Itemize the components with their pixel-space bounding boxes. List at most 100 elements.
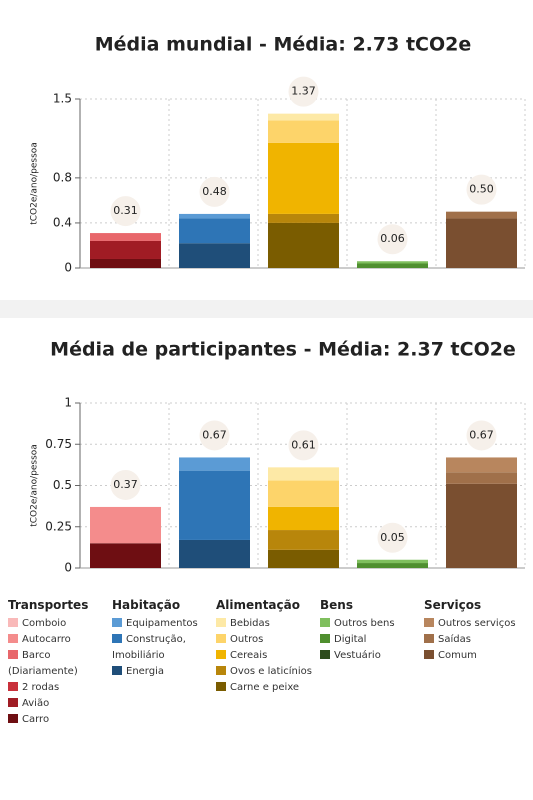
legend-label: Outros serviços (438, 618, 516, 629)
legend-item: Energia (112, 664, 216, 680)
legend-swatch (424, 650, 434, 659)
chart-title: Média de participantes - Média: 2.37 tCO… (50, 339, 516, 361)
y-axis-label: tCO2e/ano/pessoa (30, 142, 40, 225)
legend-label: Bebidas (230, 618, 270, 629)
y-tick-label: 0 (64, 261, 72, 275)
y-tick-label: 0.75 (45, 437, 72, 451)
legend-label: Vestuário (334, 650, 381, 661)
legend-swatch (320, 634, 330, 643)
legend-item: Comboio (8, 616, 112, 632)
legend-group: Habitação Equipamentos Construção, Imobili… (112, 598, 216, 728)
bar-segment (179, 218, 250, 244)
bar-segment (357, 261, 428, 264)
y-tick-label: 1 (64, 396, 72, 410)
legend-swatch (216, 682, 226, 691)
legend-group: Transportes Comboio Autocarro Barco (Diaria… (8, 598, 112, 728)
bar-segment (446, 472, 517, 484)
legend-swatch (8, 682, 18, 691)
legend-group-title: Habitação (112, 598, 181, 612)
bar-segment (90, 543, 161, 568)
legend-label: Avião (22, 698, 50, 709)
legend-swatch (112, 618, 122, 627)
total-badge (466, 174, 497, 205)
total-label: 0.61 (291, 438, 316, 451)
bar-segment (268, 120, 339, 143)
total-badge (199, 176, 230, 207)
bar-segment (90, 506, 161, 544)
legend-label: Digital (334, 634, 367, 645)
bar-segment (268, 113, 339, 121)
legend-swatch (112, 634, 122, 643)
legend-swatch (216, 650, 226, 659)
legend-item: Barco (Diariamente) (8, 648, 112, 680)
legend-item: Avião (8, 696, 112, 712)
bar-segment (90, 240, 161, 259)
bar-segment (357, 263, 428, 268)
total-label: 0.48 (202, 185, 227, 198)
legend-swatch (112, 666, 122, 675)
total-label: 0.05 (380, 531, 405, 544)
bar-segment (446, 457, 517, 473)
legend-item: Saídas (424, 632, 528, 648)
total-badge (199, 420, 230, 451)
legend-item: Cereais (216, 648, 320, 664)
y-tick-label: 0.4 (53, 215, 72, 229)
legend-label: Carro (22, 714, 50, 725)
legend-label: 2 rodas (22, 682, 60, 693)
y-tick-label: 0 (64, 561, 72, 575)
bar-segment (179, 243, 250, 268)
bar-segment (179, 470, 250, 540)
bar-segment (179, 539, 250, 568)
legend-swatch (424, 618, 434, 627)
bar-segment (268, 506, 339, 531)
legend-item: Outros (216, 632, 320, 648)
total-badge (288, 430, 319, 461)
bar-segment (179, 457, 250, 471)
bar-segment (90, 258, 161, 268)
total-badge (377, 224, 408, 255)
legend-group-title: Bens (320, 598, 353, 612)
bar-segment (446, 218, 517, 268)
legend-swatch (8, 714, 18, 723)
legend-group: Serviços Outros serviços Saídas Comum (424, 598, 528, 728)
total-badge (110, 469, 141, 500)
legend-label: Energia (126, 666, 164, 677)
chart-title: Média mundial - Média: 2.73 tCO2e (95, 34, 471, 56)
legend-swatch (424, 634, 434, 643)
y-tick-label: 0.8 (53, 170, 72, 184)
y-tick-label: 0.25 (45, 519, 72, 533)
legend-item: Digital (320, 632, 424, 648)
legend-label: Cereais (230, 650, 268, 661)
legend-swatch (216, 618, 226, 627)
legend-label: Ovos e laticínios (230, 666, 312, 677)
legend-swatch (8, 618, 18, 627)
legend-swatch (216, 666, 226, 675)
legend-label: Outros bens (334, 618, 395, 629)
bar-segment (357, 559, 428, 564)
total-label: 0.67 (469, 428, 494, 441)
legend-swatch (320, 650, 330, 659)
bar-segment (357, 563, 428, 568)
legend-item: Equipamentos (112, 616, 216, 632)
total-label: 0.31 (113, 204, 138, 217)
total-label: 0.50 (469, 183, 494, 196)
total-badge (288, 76, 319, 107)
bar-segment (268, 530, 339, 550)
legend-item: Construção, Imobiliário (112, 632, 216, 664)
legend-swatch (320, 618, 330, 627)
legend-group-title: Alimentação (216, 598, 300, 612)
legend-item: Outros serviços (424, 616, 528, 632)
legend-group-title: Transportes (8, 598, 89, 612)
legend-swatch (8, 698, 18, 707)
bar-segment (268, 222, 339, 268)
legend-item: Ovos e laticínios (216, 664, 320, 680)
legend-label: Comboio (22, 618, 67, 629)
legend-item: Carne e peixe (216, 680, 320, 696)
legend-label: Equipamentos (126, 618, 198, 629)
bar-segment (446, 483, 517, 568)
legend-swatch (8, 634, 18, 643)
legend-item: Comum (424, 648, 528, 664)
bar-segment (268, 213, 339, 223)
total-badge (377, 522, 408, 553)
